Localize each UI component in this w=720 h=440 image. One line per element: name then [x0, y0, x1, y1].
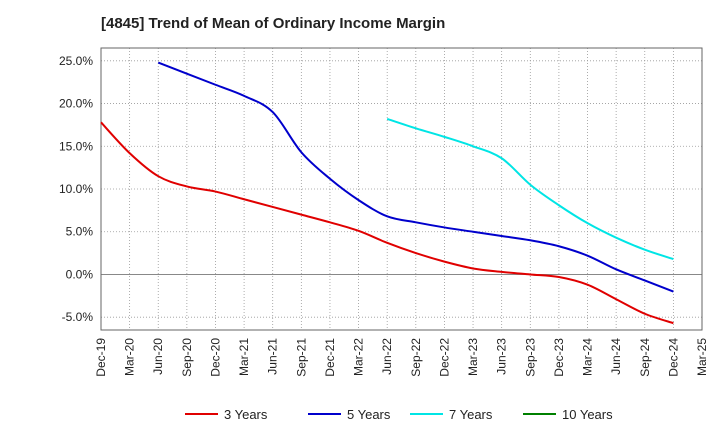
x-tick-label: Jun-20 [151, 338, 165, 375]
x-tick-label: Jun-23 [495, 338, 509, 375]
x-tick-label: Dec-23 [552, 338, 566, 377]
y-tick-label: 5.0% [66, 225, 94, 239]
legend-item: 3 Years [185, 407, 268, 422]
x-tick-label: Mar-23 [466, 338, 480, 376]
chart-title: [4845] Trend of Mean of Ordinary Income … [101, 15, 446, 32]
y-tick-label: 25.0% [59, 54, 93, 68]
x-tick-label: Dec-22 [437, 338, 451, 377]
x-tick-label: Mar-24 [581, 338, 595, 376]
x-tick-label: Mar-20 [123, 338, 137, 376]
x-tick-label: Jun-22 [380, 338, 394, 375]
x-tick-label: Sep-24 [638, 338, 652, 377]
x-tick-label: Dec-21 [323, 338, 337, 377]
series-line-5-years [157, 61, 674, 293]
x-tick-label: Mar-25 [695, 338, 709, 376]
x-tick-label: Dec-20 [208, 338, 222, 377]
legend-item: 7 Years [410, 407, 493, 422]
legend-item: 10 Years [523, 407, 613, 422]
legend-label: 7 Years [449, 407, 493, 422]
plot-frame [100, 47, 703, 331]
x-tick-label: Mar-21 [237, 338, 251, 376]
series-line-7-years [386, 117, 674, 261]
series-line-3-years [100, 121, 674, 325]
x-tick-label: Sep-22 [409, 338, 423, 377]
grid-lines [100, 48, 703, 330]
y-tick-label: 15.0% [59, 139, 93, 153]
x-tick-label: Sep-20 [180, 338, 194, 377]
x-tick-label: Dec-19 [94, 338, 108, 377]
y-tick-label: 20.0% [59, 97, 93, 111]
y-tick-label: 10.0% [59, 182, 93, 196]
legend-label: 3 Years [224, 407, 268, 422]
x-tick-label: Dec-24 [666, 338, 680, 377]
x-tick-label: Mar-22 [352, 338, 366, 376]
x-tick-label: Jun-21 [266, 338, 280, 375]
legend: 3 Years 5 Years 7 Years 10 Years [185, 407, 613, 422]
x-tick-label: Sep-21 [294, 338, 308, 377]
series-lines [100, 61, 674, 325]
x-tick-label: Sep-23 [523, 338, 537, 377]
legend-label: 10 Years [562, 407, 613, 422]
legend-item: 5 Years [308, 407, 391, 422]
axes: 25.0% 20.0% 15.0% 10.0% 5.0% 0.0% -5.0%Dec-19 M… [59, 47, 709, 377]
legend-label: 5 Years [347, 407, 391, 422]
y-tick-label: -5.0% [62, 310, 94, 324]
x-tick-label: Jun-24 [609, 338, 623, 375]
y-tick-label: 0.0% [66, 267, 94, 281]
